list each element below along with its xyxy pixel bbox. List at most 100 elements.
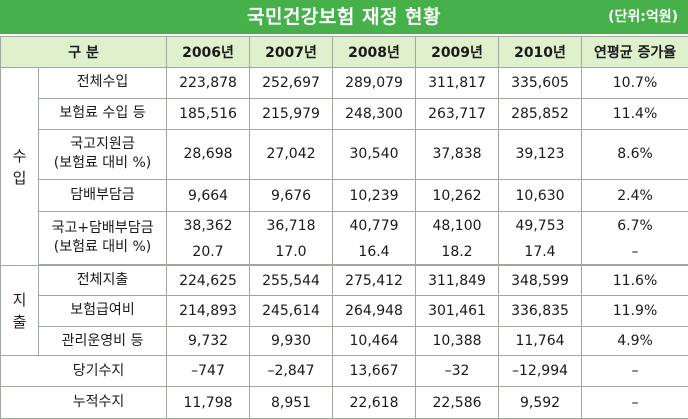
group-income-label: 수입 bbox=[12, 146, 27, 187]
cell-value: 22,618 bbox=[332, 386, 417, 419]
table-row: 당기수지 –747 –2,847 13,667 –32 –12,994 – bbox=[0, 355, 688, 388]
row-sublabel: (보험료 대비 %) bbox=[53, 155, 152, 172]
cell-value: 10,239 bbox=[332, 179, 417, 213]
cell-value: 255,544 bbox=[249, 265, 334, 296]
cell-value: 285,852 bbox=[498, 97, 583, 130]
cell-growth: 4.9% bbox=[581, 325, 688, 357]
cell-value: 9,664 bbox=[166, 179, 251, 213]
finance-table: 구 분 2006년 2007년 2008년 2009년 2010년 연평균 증가… bbox=[0, 36, 688, 419]
table-row: 국고+담배부담금 (보험료 대비 %) 38,362 36,718 40,779… bbox=[1, 211, 688, 266]
header-category: 구 분 bbox=[0, 36, 168, 68]
row-label: 국고+담배부담금 bbox=[51, 220, 154, 237]
cell-ratio: 16.4 bbox=[332, 239, 417, 266]
row-label: 관리운영비 등 bbox=[37, 325, 168, 357]
cell-value: 9,592 bbox=[498, 386, 583, 419]
group-expense-label: 지출 bbox=[12, 290, 27, 331]
table-row: 수입 전체수입 223,878 252,697 289,079 311,817 … bbox=[0, 66, 688, 267]
cell-value: 224,625 bbox=[166, 265, 251, 296]
cell-value: 11,764 bbox=[498, 325, 583, 357]
cell-value: 10,464 bbox=[332, 325, 417, 357]
cell-value: 214,893 bbox=[166, 294, 251, 327]
cell-growth: 2.4% bbox=[581, 179, 688, 213]
row-label: 국고지원금 bbox=[70, 136, 135, 153]
cell-growth: 10.7% bbox=[581, 67, 688, 99]
table-row: 누적수지 11,798 8,951 22,618 22,586 9,592 – bbox=[0, 386, 688, 419]
title-bar: 국민건강보험 재정 현황 (단위:억원) bbox=[0, 0, 688, 34]
cell-value: 8,951 bbox=[249, 386, 334, 419]
cell-growth: – bbox=[581, 355, 688, 388]
cell-value: 245,614 bbox=[249, 294, 334, 327]
header-year: 2009년 bbox=[415, 36, 500, 68]
row-label-text: 누적수지 bbox=[72, 394, 125, 411]
cell-ratio-growth: – bbox=[581, 239, 688, 266]
cell-value: 335,605 bbox=[498, 67, 583, 99]
cell-ratio: 17.4 bbox=[498, 239, 583, 266]
row-label-multiline: 국고+담배부담금 (보험료 대비 %) bbox=[37, 211, 168, 266]
cell-ratio: 18.2 bbox=[415, 239, 500, 266]
cell-value: 336,835 bbox=[498, 294, 583, 327]
header-year: 2006년 bbox=[166, 36, 251, 68]
row-label: 보험급여비 bbox=[37, 294, 168, 327]
cell-value: 263,717 bbox=[415, 97, 500, 130]
table-row-ratio: 20.7 17.0 16.4 18.2 17.4 – bbox=[1, 239, 688, 266]
cell-value: 11,798 bbox=[166, 386, 251, 419]
row-label: 담배부담금 bbox=[37, 179, 168, 213]
cell-growth: – bbox=[581, 386, 688, 419]
cell-growth: 11.4% bbox=[581, 97, 688, 130]
cell-value: 252,697 bbox=[249, 67, 334, 99]
row-label: 전체지출 bbox=[37, 265, 168, 296]
cell-value: 10,388 bbox=[415, 325, 500, 357]
cell-value: 30,540 bbox=[332, 128, 417, 181]
header-year: 2007년 bbox=[249, 36, 334, 68]
header-year: 2010년 bbox=[498, 36, 583, 68]
cell-value: 348,599 bbox=[498, 265, 583, 296]
cell-value: 28,698 bbox=[166, 128, 251, 181]
cell-value: –32 bbox=[415, 355, 500, 388]
cell-value: 10,262 bbox=[415, 179, 500, 213]
cell-value: 311,849 bbox=[415, 265, 500, 296]
row-label: 보험료 수입 등 bbox=[37, 97, 168, 130]
cell-value: 275,412 bbox=[332, 265, 417, 296]
table-title: 국민건강보험 재정 현황 bbox=[246, 6, 442, 28]
group-income: 수입 bbox=[0, 66, 39, 267]
unit-label: (단위:억원) bbox=[608, 9, 678, 25]
cell-value: 40,779 bbox=[332, 211, 417, 240]
cell-value: 264,948 bbox=[332, 294, 417, 327]
cell-value: 10,630 bbox=[498, 179, 583, 213]
cell-value: 289,079 bbox=[332, 67, 417, 99]
table-row: 보험료 수입 등 185,516 215,979 248,300 263,717… bbox=[1, 97, 688, 130]
cell-value: 13,667 bbox=[332, 355, 417, 388]
cell-value: 27,042 bbox=[249, 128, 334, 181]
table-row: 보험급여비 214,893 245,614 264,948 301,461 33… bbox=[1, 294, 688, 327]
cell-value: 9,732 bbox=[166, 325, 251, 357]
table-row: 국고지원금 (보험료 대비 %) 28,698 27,042 30,540 37… bbox=[1, 128, 688, 181]
cell-value: 248,300 bbox=[332, 97, 417, 130]
cell-value: 37,838 bbox=[415, 128, 500, 181]
cell-value: –2,847 bbox=[249, 355, 334, 388]
header-row: 구 분 2006년 2007년 2008년 2009년 2010년 연평균 증가… bbox=[0, 36, 688, 68]
cell-value: 215,979 bbox=[249, 97, 334, 130]
row-label-multiline: 국고지원금 (보험료 대비 %) bbox=[37, 128, 168, 181]
table-row: 관리운영비 등 9,732 9,930 10,464 10,388 11,764… bbox=[1, 325, 688, 357]
cell-value: 185,516 bbox=[166, 97, 251, 130]
cell-growth: 6.7% bbox=[581, 211, 688, 240]
cell-growth: 11.6% bbox=[581, 265, 688, 296]
cell-value: 36,718 bbox=[249, 211, 334, 240]
row-label: 당기수지 bbox=[0, 355, 168, 388]
row-label: 전체수입 bbox=[37, 67, 168, 99]
row-label-text: 당기수지 bbox=[72, 362, 125, 379]
cell-value: 22,586 bbox=[415, 386, 500, 419]
cell-value: 301,461 bbox=[415, 294, 500, 327]
cell-value: –12,994 bbox=[498, 355, 583, 388]
group-expense: 지출 bbox=[0, 265, 39, 357]
cell-value: 38,362 bbox=[166, 211, 251, 240]
cell-value: 9,676 bbox=[249, 179, 334, 213]
cell-value: 311,817 bbox=[415, 67, 500, 99]
header-year: 2008년 bbox=[332, 36, 417, 68]
row-label: 누적수지 bbox=[0, 386, 168, 419]
row-sublabel: (보험료 대비 %) bbox=[53, 239, 152, 256]
cell-value: 9,930 bbox=[249, 325, 334, 357]
cell-value: 49,753 bbox=[498, 211, 583, 240]
cell-growth: 11.9% bbox=[581, 294, 688, 327]
